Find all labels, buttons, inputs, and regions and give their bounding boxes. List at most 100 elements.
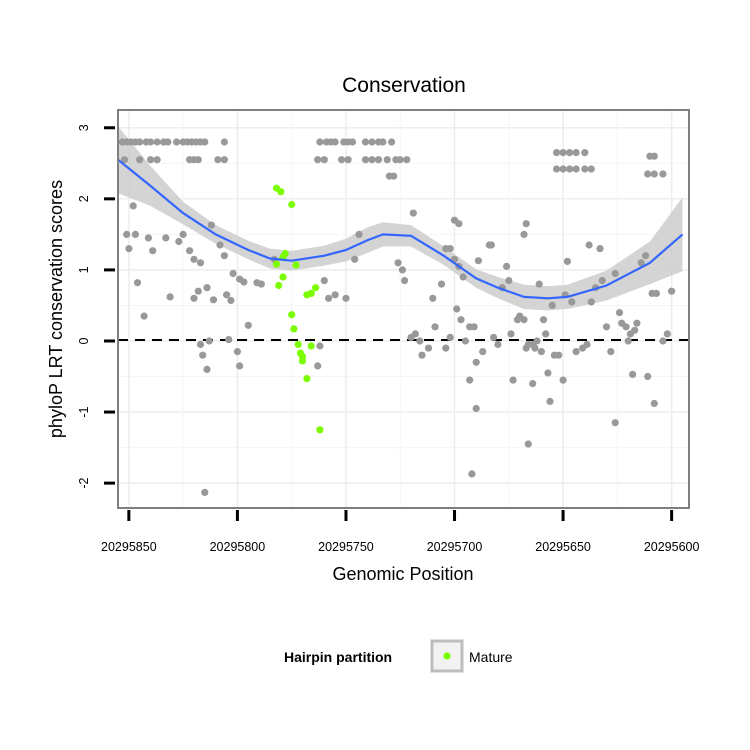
y-tick-label: 2 [77,195,91,202]
point-other [398,266,406,274]
point-other [581,165,589,173]
point-other [615,309,624,317]
point-other [207,221,215,229]
point-other [147,156,155,164]
y-axis-label: phyloP LRT conservation scores [46,180,66,438]
points-mature-layer [272,184,324,434]
legend: Hairpin partition Mature [284,639,513,673]
point-other [229,269,237,278]
point-other [201,138,209,146]
point-mature [303,375,311,383]
point-mature [292,261,300,269]
point-other [203,284,211,292]
plot-panel [117,109,690,509]
point-other [555,351,563,359]
point-other [559,149,567,157]
point-other [453,305,461,313]
smooth-line [117,158,684,300]
point-other [472,358,480,366]
point-other [509,376,517,384]
point-other [583,340,591,349]
x-tick-label: 20295650 [535,540,591,554]
point-other [650,170,658,178]
point-other [607,348,615,356]
point-other [505,277,513,285]
point-other [388,138,396,146]
point-other [629,370,637,378]
point-other [466,376,474,384]
x-axis-label: Genomic Position [332,564,473,584]
point-other [546,397,554,405]
x-tick-label: 20295600 [644,540,700,554]
point-other [325,294,333,302]
point-other [659,170,667,178]
point-other [442,344,450,352]
point-other [563,257,572,265]
point-other [633,319,641,327]
point-other [461,337,469,345]
x-tick-label: 20295800 [210,540,266,554]
point-other [140,312,148,320]
point-other [236,362,244,370]
y-axis: -2 -1 0 1 2 3 [77,124,115,489]
point-other [548,301,556,309]
point-other [587,298,595,306]
point-other [650,399,658,408]
point-other [316,138,324,146]
point-mature [290,325,298,333]
point-other [125,245,133,253]
point-other [539,316,548,324]
point-other [136,138,144,146]
point-other [581,149,589,157]
point-other [175,237,183,246]
legend-key-mature-dot [443,652,451,660]
y-tick-label: 0 [77,337,91,344]
point-other [351,255,359,263]
point-other [470,323,478,331]
point-mature [272,260,281,268]
point-other [331,291,339,299]
point-other [162,234,170,242]
point-other [659,337,667,345]
point-other [203,365,211,373]
point-other [233,348,241,356]
legend-title: Hairpin partition [284,649,392,665]
point-other [123,230,131,238]
point-other [173,138,181,146]
point-other [153,138,161,146]
point-other [520,316,528,324]
point-other [129,202,137,210]
point-other [131,230,139,238]
point-other [368,156,376,164]
point-other [227,296,235,305]
point-other [223,291,231,299]
points-other-layer [118,138,676,496]
point-other [531,344,539,352]
point-other [572,165,580,173]
legend-item-mature-label: Mature [469,649,513,665]
point-other [147,138,155,146]
point-other [622,323,630,331]
point-other [598,277,606,285]
point-other [225,336,233,344]
point-other [587,165,595,173]
point-other [190,294,198,302]
point-other [149,247,157,255]
point-other [542,330,550,338]
point-mature [294,340,302,349]
point-other [190,255,198,263]
point-other [403,156,411,164]
point-other [624,337,632,345]
point-other [437,280,446,288]
point-other [348,138,357,146]
chart-title: Conservation [342,74,466,97]
point-other [220,252,228,260]
point-other [520,230,528,238]
point-other [568,298,576,306]
point-other [316,342,324,350]
point-other [507,330,515,338]
point-other [553,149,561,157]
point-other [446,245,454,253]
point-other [314,362,322,370]
